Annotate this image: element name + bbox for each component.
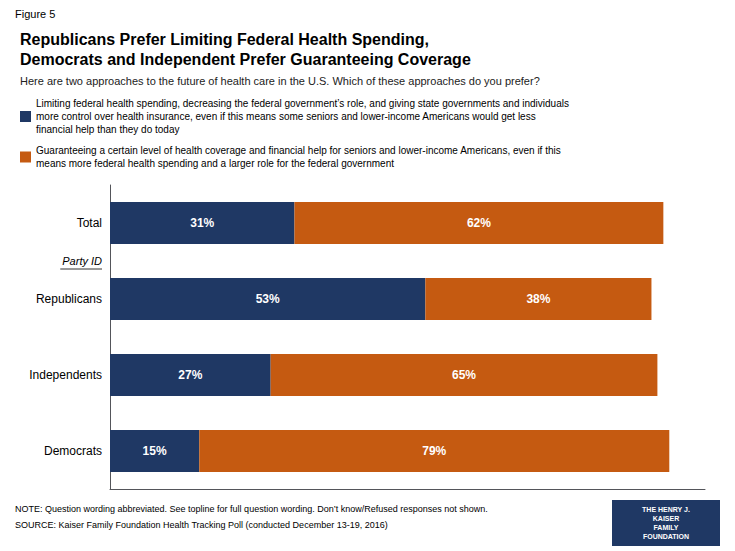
- svg-text:means more federal health spen: means more federal health spending and a…: [36, 158, 394, 169]
- svg-text:38%: 38%: [526, 292, 550, 306]
- svg-text:27%: 27%: [178, 368, 202, 382]
- svg-text:31%: 31%: [190, 216, 214, 230]
- svg-text:Figure 5: Figure 5: [15, 8, 55, 20]
- svg-text:more control over health insur: more control over health insurance, even…: [36, 111, 536, 122]
- svg-text:Democrats: Democrats: [44, 444, 102, 458]
- svg-text:THE HENRY J.: THE HENRY J.: [642, 506, 690, 513]
- svg-text:Limiting federal health spendi: Limiting federal health spending, decrea…: [36, 98, 569, 109]
- svg-text:FAMILY: FAMILY: [653, 524, 678, 531]
- svg-text:Republicans: Republicans: [36, 292, 102, 306]
- svg-text:62%: 62%: [467, 216, 491, 230]
- svg-text:79%: 79%: [422, 444, 446, 458]
- svg-text:Total: Total: [77, 216, 102, 230]
- svg-text:Guaranteeing a certain level o: Guaranteeing a certain level of health c…: [36, 145, 561, 156]
- svg-text:KAISER: KAISER: [653, 515, 679, 522]
- svg-text:Here are two approaches to the: Here are two approaches to the future of…: [20, 75, 540, 87]
- svg-text:Independents: Independents: [29, 368, 102, 382]
- svg-text:15%: 15%: [143, 444, 167, 458]
- svg-text:53%: 53%: [256, 292, 280, 306]
- svg-text:Democrats and Independent Pref: Democrats and Independent Prefer Guarant…: [20, 51, 471, 68]
- svg-text:financial help than they do to: financial help than they do today: [36, 124, 179, 135]
- svg-text:NOTE: Question wording abbrevi: NOTE: Question wording abbreviated. See …: [15, 504, 488, 514]
- svg-text:65%: 65%: [452, 368, 476, 382]
- svg-text:Party ID: Party ID: [62, 255, 102, 267]
- svg-text:Republicans Prefer Limiting Fe: Republicans Prefer Limiting Federal Heal…: [20, 31, 429, 48]
- svg-text:SOURCE: Kaiser Family Foundati: SOURCE: Kaiser Family Foundation Health …: [15, 520, 388, 530]
- svg-text:FOUNDATION: FOUNDATION: [643, 533, 689, 540]
